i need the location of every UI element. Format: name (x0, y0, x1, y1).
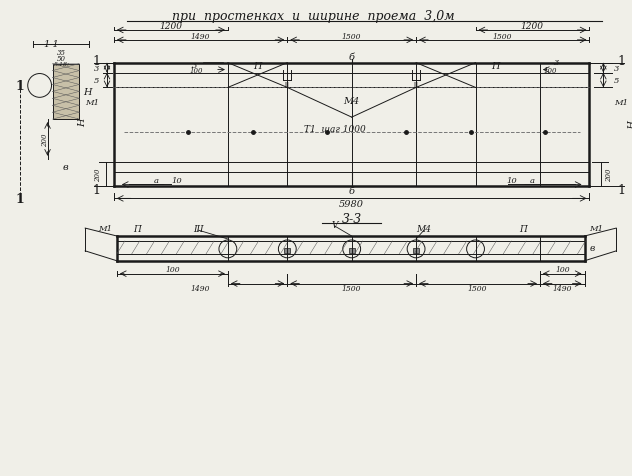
Text: 3: 3 (191, 61, 197, 69)
Text: 3-3: 3-3 (341, 212, 362, 225)
Text: П: П (133, 224, 141, 233)
Text: М1: М1 (85, 99, 99, 107)
Text: б: б (349, 53, 355, 62)
Text: 10: 10 (171, 176, 182, 184)
Text: 1490: 1490 (553, 284, 573, 292)
Text: V: V (332, 220, 338, 229)
Text: М1: М1 (614, 99, 628, 107)
Text: 10: 10 (507, 176, 518, 184)
Text: 1500: 1500 (492, 33, 512, 41)
Text: 1: 1 (617, 184, 625, 197)
Text: 1: 1 (617, 55, 625, 68)
Text: 3: 3 (614, 64, 619, 72)
Text: а: а (530, 176, 535, 184)
Text: в: в (63, 163, 68, 172)
Text: 1500: 1500 (342, 284, 362, 292)
Bar (284, 248, 290, 253)
Text: 50: 50 (57, 55, 66, 62)
Text: М4: М4 (344, 97, 360, 106)
Text: 1: 1 (15, 80, 24, 93)
Text: 100: 100 (543, 67, 557, 74)
Text: Т1  шаг 1000: Т1 шаг 1000 (304, 124, 366, 133)
Text: 200: 200 (605, 169, 613, 182)
Text: III: III (193, 224, 204, 233)
Text: 1500: 1500 (468, 284, 487, 292)
Text: 100: 100 (165, 265, 179, 273)
Bar (413, 248, 419, 253)
Text: 35: 35 (57, 49, 66, 57)
Text: 200: 200 (40, 133, 49, 146)
Text: 1: 1 (92, 55, 100, 68)
Text: 5980: 5980 (339, 199, 364, 208)
Text: М1: М1 (590, 225, 604, 233)
Text: 1-1: 1-1 (44, 40, 59, 49)
Text: 5: 5 (614, 77, 619, 85)
Text: 200: 200 (94, 169, 102, 182)
Text: 100: 100 (190, 67, 203, 74)
Text: П: П (253, 62, 262, 71)
Text: 5.18:: 5.18: (53, 62, 70, 67)
Text: 3: 3 (554, 59, 559, 67)
Text: 1500: 1500 (342, 33, 362, 41)
Bar (52, 64, 79, 120)
Text: Н: Н (83, 88, 92, 97)
Text: М1: М1 (98, 225, 112, 233)
Text: |||: ||| (414, 81, 418, 87)
Text: Н: Н (624, 119, 632, 127)
Bar (349, 248, 355, 253)
Text: |||: ||| (285, 81, 289, 87)
Text: при  простенках  и  ширине  проема  3,0м: при простенках и ширине проема 3,0м (172, 10, 454, 22)
Text: 3: 3 (94, 64, 99, 72)
Text: П: П (491, 62, 500, 71)
Text: в: в (590, 244, 595, 253)
Text: 1490: 1490 (190, 33, 210, 41)
Text: 1490: 1490 (190, 284, 210, 292)
Text: Н: Н (78, 119, 87, 127)
Text: 1: 1 (15, 192, 24, 206)
Text: б: б (349, 187, 355, 196)
Text: 1200: 1200 (159, 22, 182, 31)
Text: 1: 1 (92, 184, 100, 197)
Text: 100: 100 (556, 265, 570, 273)
Text: 5: 5 (94, 77, 99, 85)
Text: М4: М4 (416, 224, 432, 233)
Text: а: а (154, 176, 159, 184)
Text: 1200: 1200 (521, 22, 544, 31)
Text: П: П (519, 224, 527, 233)
